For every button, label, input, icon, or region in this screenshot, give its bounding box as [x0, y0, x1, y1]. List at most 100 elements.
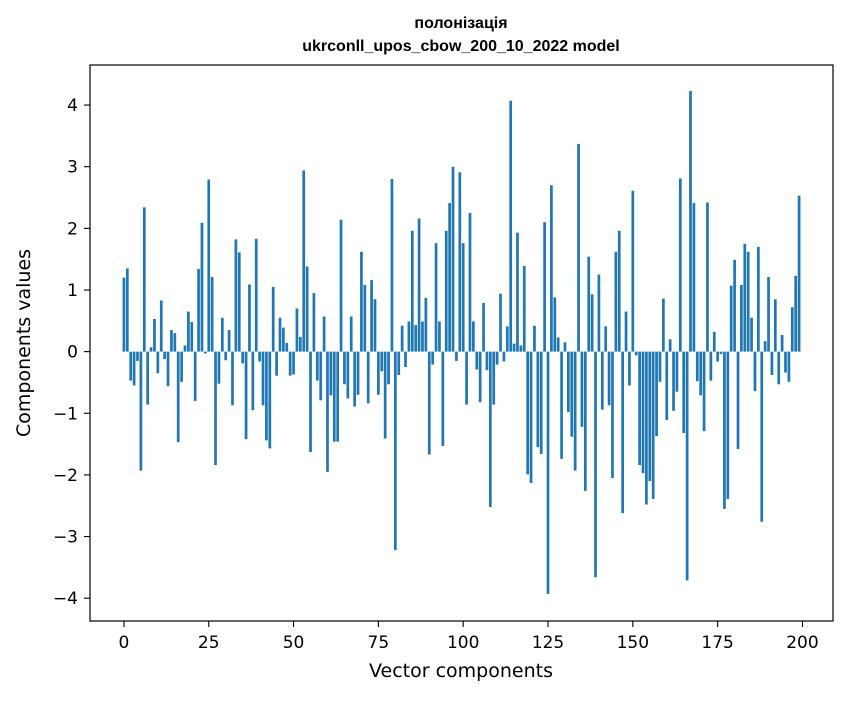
bar: [475, 351, 479, 370]
bar: [360, 251, 363, 352]
bar: [319, 351, 323, 401]
plot-area-frame: [89, 64, 834, 622]
bar: [163, 351, 166, 360]
bar: [356, 351, 360, 395]
bar: [631, 190, 635, 352]
y-tick-label: −1: [53, 404, 78, 424]
x-axis-ticks: 0 25 50 75 100 125 150 175 200: [119, 621, 819, 653]
y-axis-label: Components values: [13, 249, 35, 437]
y-axis-ticks: −4 −3 −2 −1 0 1 2 3 4: [53, 96, 90, 609]
bar: [672, 351, 675, 411]
bar: [248, 284, 251, 352]
x-tick-label: 175: [701, 633, 733, 653]
bar: [193, 351, 197, 401]
bar: [282, 327, 285, 352]
bar: [414, 325, 418, 352]
y-tick-label: −2: [53, 466, 78, 486]
bar: [132, 351, 136, 386]
bar: [404, 351, 407, 368]
bar: [526, 351, 530, 475]
x-axis-label: Vector components: [369, 660, 553, 682]
bar: [261, 351, 265, 406]
bar: [448, 203, 451, 352]
bar: [675, 351, 679, 392]
bar: [556, 337, 560, 352]
bar: [560, 351, 563, 459]
bar: [753, 351, 757, 392]
x-tick-label: 75: [368, 633, 390, 653]
bar: [699, 351, 703, 396]
bar: [729, 285, 733, 352]
bar: [166, 351, 170, 387]
x-tick-label: 0: [119, 633, 130, 653]
bar: [220, 317, 224, 352]
bar: [773, 299, 777, 352]
bar: [461, 243, 465, 352]
y-tick-label: −3: [53, 528, 78, 548]
bar: [757, 246, 760, 352]
bar: [478, 351, 482, 403]
bar: [122, 277, 126, 352]
bar: [410, 230, 414, 352]
bar: [580, 351, 584, 427]
bar: [159, 300, 163, 352]
bar: [387, 351, 390, 385]
bar: [231, 351, 234, 406]
bar: [709, 351, 713, 381]
bar: [509, 100, 513, 352]
bar: [482, 302, 485, 352]
bar: [227, 330, 231, 352]
bar: [187, 311, 190, 352]
bar: [190, 322, 194, 352]
bar: [438, 321, 441, 352]
bar: [522, 265, 526, 352]
bar: [373, 299, 377, 352]
bar: [634, 351, 638, 356]
bar: [607, 351, 611, 406]
bar: [577, 143, 580, 352]
bar: [268, 351, 272, 449]
bar: [536, 351, 540, 448]
bar: [451, 166, 455, 352]
bar: [519, 345, 523, 352]
bar: [142, 207, 146, 352]
bar: [363, 285, 367, 352]
bar: [702, 351, 706, 432]
bar: [678, 178, 682, 352]
bar: [295, 308, 299, 352]
bar: [214, 351, 217, 466]
x-tick-label: 150: [617, 633, 649, 653]
bar: [237, 252, 241, 352]
bar: [668, 339, 672, 352]
chart-title-line1: полонізація: [414, 15, 507, 32]
bar: [315, 351, 319, 381]
bar: [492, 351, 496, 405]
bar: [292, 351, 295, 375]
bar: [706, 202, 709, 352]
bar: [465, 351, 468, 405]
bar: [777, 351, 781, 385]
bar: [200, 222, 204, 352]
bar: [763, 341, 767, 352]
bar: [136, 351, 139, 361]
bar: [251, 351, 255, 411]
x-tick-label: 50: [283, 633, 305, 653]
bar: [600, 351, 604, 410]
bar: [760, 351, 764, 522]
bar: [550, 185, 553, 352]
bar: [285, 343, 289, 352]
bar: [685, 351, 689, 581]
bar: [129, 351, 133, 381]
bar: [417, 218, 421, 352]
bar: [444, 230, 448, 352]
bar: [400, 325, 404, 352]
bar: [682, 351, 686, 433]
bar: [156, 351, 160, 374]
bar: [770, 351, 774, 376]
bar: [322, 316, 326, 352]
bar: [712, 331, 716, 352]
bar: [472, 321, 475, 352]
bar: [302, 170, 306, 352]
bar: [645, 351, 648, 505]
